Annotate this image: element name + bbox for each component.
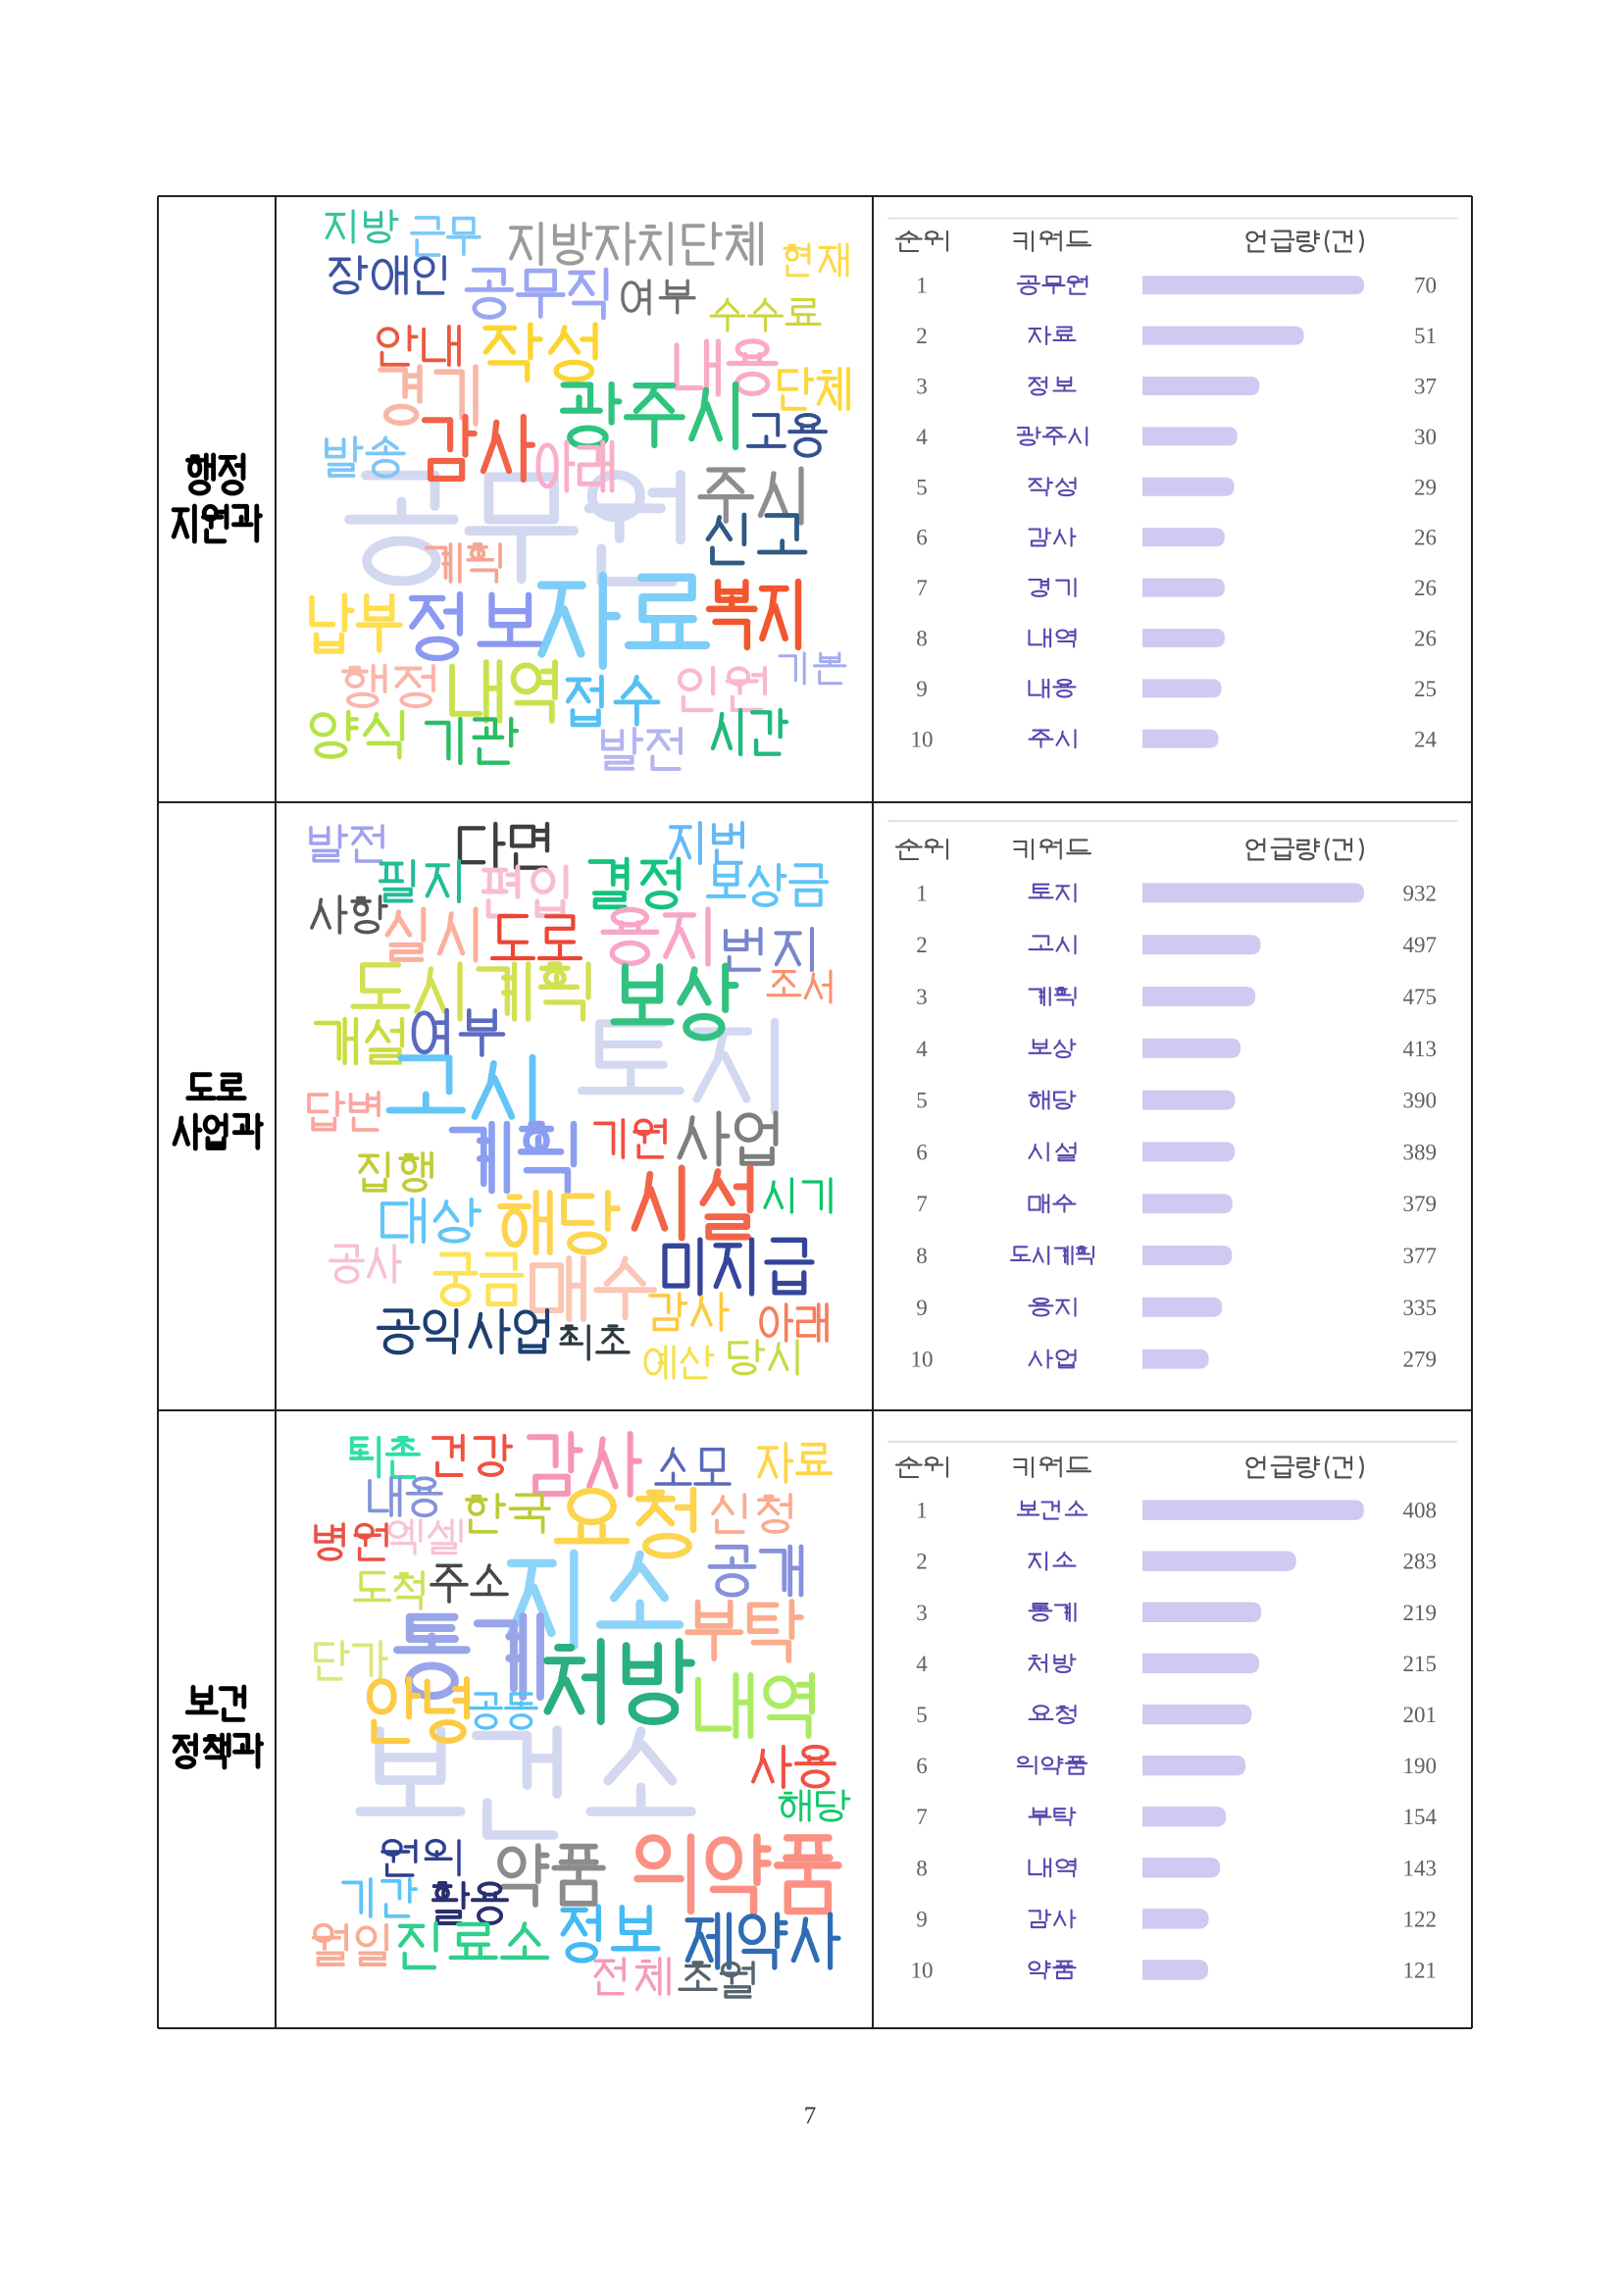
svg-text:215: 215 bbox=[1403, 1652, 1438, 1676]
svg-text:37: 37 bbox=[1414, 375, 1437, 399]
svg-text:5: 5 bbox=[916, 475, 928, 499]
svg-text:4: 4 bbox=[916, 1037, 928, 1061]
svg-text:7: 7 bbox=[804, 2103, 817, 2129]
svg-text:26: 26 bbox=[1414, 526, 1437, 550]
svg-text:5: 5 bbox=[916, 1089, 928, 1113]
svg-text:70: 70 bbox=[1414, 274, 1437, 298]
svg-text:3: 3 bbox=[916, 375, 928, 399]
svg-text:8: 8 bbox=[916, 627, 928, 651]
svg-text:497: 497 bbox=[1403, 933, 1438, 957]
svg-text:219: 219 bbox=[1403, 1601, 1438, 1625]
svg-text:8: 8 bbox=[916, 1244, 928, 1268]
svg-text:3: 3 bbox=[916, 1601, 928, 1625]
svg-text:932: 932 bbox=[1403, 881, 1438, 905]
svg-text:9: 9 bbox=[916, 677, 928, 701]
svg-text:413: 413 bbox=[1403, 1037, 1438, 1061]
svg-text:30: 30 bbox=[1414, 425, 1437, 449]
svg-text:121: 121 bbox=[1403, 1959, 1438, 1983]
svg-text:7: 7 bbox=[916, 1192, 928, 1216]
svg-text:25: 25 bbox=[1414, 677, 1437, 701]
svg-text:335: 335 bbox=[1403, 1296, 1438, 1320]
svg-text:2: 2 bbox=[916, 933, 928, 957]
svg-text:390: 390 bbox=[1403, 1089, 1438, 1113]
svg-text:6: 6 bbox=[916, 1140, 928, 1164]
svg-text:26: 26 bbox=[1414, 627, 1437, 651]
svg-text:1: 1 bbox=[916, 881, 928, 905]
svg-text:6: 6 bbox=[916, 1754, 928, 1778]
svg-text:143: 143 bbox=[1403, 1856, 1438, 1880]
svg-text:154: 154 bbox=[1403, 1805, 1438, 1829]
svg-text:9: 9 bbox=[916, 1907, 928, 1931]
svg-text:6: 6 bbox=[916, 526, 928, 550]
svg-text:10: 10 bbox=[911, 727, 934, 751]
svg-text:5: 5 bbox=[916, 1703, 928, 1727]
svg-text:377: 377 bbox=[1403, 1244, 1438, 1268]
svg-text:10: 10 bbox=[911, 1348, 934, 1372]
svg-text:24: 24 bbox=[1414, 727, 1438, 751]
svg-text:26: 26 bbox=[1414, 576, 1437, 600]
svg-text:475: 475 bbox=[1403, 985, 1438, 1009]
svg-text:283: 283 bbox=[1403, 1550, 1438, 1574]
svg-text:201: 201 bbox=[1403, 1703, 1438, 1727]
svg-text:29: 29 bbox=[1414, 475, 1437, 499]
svg-text:9: 9 bbox=[916, 1296, 928, 1320]
svg-text:4: 4 bbox=[916, 425, 928, 449]
svg-text:190: 190 bbox=[1403, 1754, 1438, 1778]
svg-text:2: 2 bbox=[916, 324, 928, 348]
svg-text:51: 51 bbox=[1414, 324, 1437, 348]
svg-text:7: 7 bbox=[916, 576, 928, 600]
svg-text:8: 8 bbox=[916, 1856, 928, 1880]
svg-text:4: 4 bbox=[916, 1652, 928, 1676]
svg-text:3: 3 bbox=[916, 985, 928, 1009]
svg-text:389: 389 bbox=[1403, 1140, 1438, 1164]
svg-text:408: 408 bbox=[1403, 1499, 1438, 1523]
svg-text:7: 7 bbox=[916, 1805, 928, 1829]
svg-text:10: 10 bbox=[911, 1959, 934, 1983]
svg-text:1: 1 bbox=[916, 274, 928, 298]
svg-text:2: 2 bbox=[916, 1550, 928, 1574]
svg-text:1: 1 bbox=[916, 1499, 928, 1523]
svg-text:279: 279 bbox=[1403, 1348, 1438, 1372]
svg-text:379: 379 bbox=[1403, 1192, 1438, 1216]
svg-text:122: 122 bbox=[1403, 1907, 1438, 1931]
